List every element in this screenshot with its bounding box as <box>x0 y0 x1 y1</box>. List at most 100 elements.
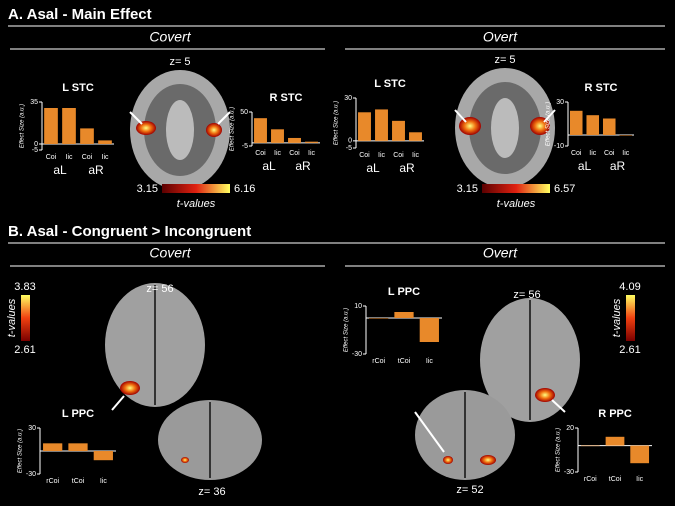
y-tick-label: -5 <box>346 145 352 152</box>
bar <box>392 120 405 141</box>
y-axis-label: Effect Size (a.u.) <box>344 308 350 352</box>
chart-title: R STC <box>270 92 303 104</box>
y-axis-label: Effect Size (a.u.) <box>556 428 562 472</box>
y-tick-label: 35 <box>30 99 38 106</box>
bar <box>254 118 267 143</box>
bar <box>369 318 389 319</box>
group-label: aL <box>53 163 67 177</box>
bar <box>630 445 650 464</box>
bar <box>305 141 318 143</box>
brain-slice <box>129 70 231 190</box>
colorbar-low: 2.61 <box>619 344 640 356</box>
brain-slice <box>414 298 580 480</box>
bar <box>98 140 112 144</box>
x-tick-label: Iic <box>412 152 420 159</box>
colorbar <box>626 295 635 341</box>
slice-label: z= 5 <box>494 54 515 66</box>
y-tick-label: 10 <box>354 303 362 310</box>
y-axis-label: Effect Size (a.u.) <box>334 101 340 145</box>
panel-title: A. Asal - Main Effect <box>8 6 152 23</box>
y-axis-label: Effect Size (a.u.) <box>546 102 552 146</box>
bar <box>358 112 371 141</box>
x-tick-label: Iic <box>66 154 74 161</box>
y-tick-label: 30 <box>344 95 352 102</box>
x-tick-label: rCoi <box>46 478 59 485</box>
y-tick-label: -30 <box>352 351 362 358</box>
condition: Covert <box>149 245 191 261</box>
bar <box>409 132 422 141</box>
colorbar-label: t-values <box>6 298 18 337</box>
y-tick-label: 0 <box>348 138 352 145</box>
bar <box>394 312 414 318</box>
group-label: aR <box>399 161 415 175</box>
slice-label: z= 56 <box>513 289 540 301</box>
colorbar-high: 6.16 <box>234 183 255 195</box>
bar <box>602 118 616 135</box>
x-tick-label: Coi <box>359 152 370 159</box>
x-tick-label: Coi <box>571 150 582 157</box>
x-tick-label: Coi <box>604 150 615 157</box>
group-label: aR <box>295 159 311 173</box>
x-tick-label: rCoi <box>584 476 597 483</box>
colorbar-high: 6.57 <box>554 183 575 195</box>
slice-label: z= 56 <box>146 283 173 295</box>
chart-title: L PPC <box>62 408 94 420</box>
y-tick-label: 0 <box>34 141 38 148</box>
colorbar <box>21 295 30 341</box>
condition: Overt <box>483 245 518 261</box>
x-tick-label: Coi <box>289 150 300 157</box>
x-tick-label: Coi <box>46 154 57 161</box>
y-tick-label: -30 <box>26 471 36 478</box>
bar <box>93 451 113 461</box>
bar <box>619 135 633 136</box>
chart-title: L STC <box>62 82 94 94</box>
x-tick-label: Iic <box>589 150 597 157</box>
panel-title: B. Asal - Congruent > Incongruent <box>8 223 251 240</box>
colorbar <box>482 184 550 193</box>
bar <box>605 436 625 446</box>
condition: Overt <box>483 29 518 45</box>
bar <box>62 108 76 144</box>
chart-title: R STC <box>585 82 618 94</box>
condition: Covert <box>149 29 191 45</box>
x-tick-label: Coi <box>255 150 266 157</box>
x-tick-label: Iic <box>274 150 282 157</box>
bar <box>375 109 388 141</box>
x-tick-label: Iic <box>102 154 110 161</box>
group-label: aL <box>578 159 592 173</box>
y-axis-label: Effect Size (a.u.) <box>18 429 24 473</box>
bar <box>569 110 583 135</box>
x-tick-label: Iic <box>622 150 630 157</box>
y-tick-label: 30 <box>556 99 564 106</box>
brain-slice <box>105 283 262 480</box>
bar <box>68 443 88 451</box>
x-tick-label: tCoi <box>72 478 85 485</box>
x-tick-label: Coi <box>393 152 404 159</box>
colorbar-high: 3.83 <box>14 281 35 293</box>
colorbar-high: 4.09 <box>619 281 640 293</box>
bar <box>80 128 94 144</box>
x-tick-label: Iic <box>308 150 316 157</box>
y-tick-label: 30 <box>28 425 36 432</box>
slice-label: z= 36 <box>198 486 225 498</box>
brain-slice <box>454 68 556 188</box>
colorbar-label: t-values <box>177 198 216 210</box>
slice-label: z= 5 <box>169 56 190 68</box>
colorbar-low: 3.15 <box>457 183 478 195</box>
y-tick-label: 50 <box>240 109 248 116</box>
bar <box>580 445 600 447</box>
slice-label: z= 52 <box>456 484 483 496</box>
colorbar-label: t-values <box>611 298 623 337</box>
bar <box>43 443 63 451</box>
bar <box>288 137 301 143</box>
colorbar-label: t-values <box>497 198 536 210</box>
group-label: aR <box>88 163 104 177</box>
y-axis-label: Effect Size (a.u.) <box>230 107 236 151</box>
y-tick-label: -5 <box>32 147 38 154</box>
chart-title: L STC <box>374 78 406 90</box>
group-label: aL <box>366 161 380 175</box>
bar <box>44 108 58 144</box>
chart-title: R PPC <box>598 408 632 420</box>
x-tick-label: Iic <box>636 476 644 483</box>
